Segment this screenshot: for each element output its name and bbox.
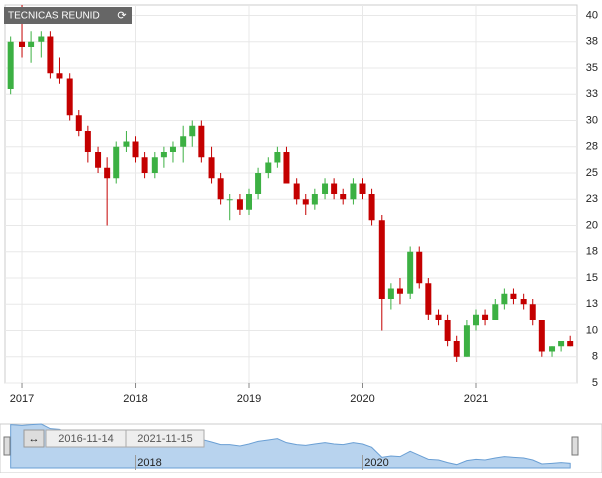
y-tick-label: 8 bbox=[592, 351, 598, 363]
candle-body bbox=[538, 320, 545, 352]
y-tick-label: 40 bbox=[586, 9, 598, 21]
y-tick-label: 20 bbox=[586, 219, 598, 231]
candle-body bbox=[38, 36, 45, 42]
symbol-box bbox=[4, 7, 132, 24]
candle-body bbox=[246, 194, 253, 210]
candle-body bbox=[435, 314, 442, 320]
candle-body bbox=[302, 199, 309, 205]
symbol-label: TECNICAS REUNID bbox=[8, 11, 100, 22]
candle-body bbox=[66, 78, 73, 116]
candle-body bbox=[283, 152, 290, 184]
candle-body bbox=[359, 183, 366, 194]
y-tick-label: 13 bbox=[586, 298, 598, 310]
range-icon[interactable] bbox=[23, 429, 45, 448]
candle-body bbox=[567, 341, 574, 347]
y-tick-label: 18 bbox=[586, 246, 598, 258]
candle-body bbox=[378, 220, 385, 299]
y-tick-label: 35 bbox=[586, 62, 598, 74]
candle-body bbox=[198, 125, 205, 158]
y-tick-label: 5 bbox=[592, 377, 598, 389]
candle-body bbox=[123, 141, 130, 147]
candle-body bbox=[311, 194, 318, 205]
nav-handle-left[interactable] bbox=[3, 436, 11, 456]
candle-body bbox=[95, 152, 102, 168]
candle-body bbox=[169, 146, 176, 152]
candle-body bbox=[274, 152, 281, 163]
start-date: 2016-11-14 bbox=[58, 433, 113, 445]
candle-body bbox=[482, 314, 489, 320]
candle-body bbox=[350, 183, 357, 200]
end-date-box[interactable] bbox=[125, 429, 205, 448]
end-date: 2021-11-15 bbox=[137, 433, 192, 445]
candle-body bbox=[510, 293, 517, 299]
candle-body bbox=[217, 178, 224, 200]
x-tick-label: 2017 bbox=[10, 393, 34, 405]
navigator-tick-label: 2020 bbox=[364, 457, 388, 469]
range-icon-glyph: ↔ bbox=[29, 433, 40, 445]
y-tick-label: 28 bbox=[586, 141, 598, 153]
candle-body bbox=[236, 199, 243, 210]
candle-body bbox=[396, 288, 403, 294]
candle-body bbox=[529, 304, 536, 320]
x-tick-label: 2018 bbox=[123, 393, 147, 405]
candle-body bbox=[132, 141, 139, 158]
candle-body bbox=[189, 125, 196, 137]
y-tick-label: 10 bbox=[586, 324, 598, 336]
candle-body bbox=[47, 36, 54, 74]
candle-body bbox=[444, 320, 451, 341]
candle-body bbox=[265, 162, 272, 173]
candle-body bbox=[180, 136, 187, 147]
y-tick-label: 30 bbox=[586, 114, 598, 126]
candle-body bbox=[331, 183, 338, 194]
candle-body bbox=[322, 183, 329, 194]
candle-body bbox=[84, 131, 91, 152]
candle-body bbox=[558, 341, 565, 347]
candle-body bbox=[19, 41, 26, 47]
candle-body bbox=[501, 293, 508, 305]
candle-body bbox=[453, 341, 460, 357]
x-tick-label: 2020 bbox=[350, 393, 374, 405]
candle-body bbox=[226, 199, 233, 201]
y-tick-label: 33 bbox=[586, 88, 598, 100]
candle-body bbox=[368, 194, 375, 221]
candle-body bbox=[520, 299, 527, 305]
navigator-tick-label: 2018 bbox=[137, 457, 161, 469]
candle-body bbox=[492, 304, 499, 320]
refresh-icon[interactable]: ⟳ bbox=[117, 10, 126, 22]
candle-body bbox=[293, 183, 300, 200]
y-tick-label: 15 bbox=[586, 272, 598, 284]
candle-body bbox=[113, 146, 120, 179]
nav-handle-right[interactable] bbox=[571, 436, 579, 456]
x-tick-label: 2021 bbox=[464, 393, 488, 405]
candle-body bbox=[151, 157, 158, 173]
y-tick-label: 25 bbox=[586, 167, 598, 179]
candle-body bbox=[160, 152, 167, 158]
candle-body bbox=[549, 346, 556, 352]
x-tick-label: 2019 bbox=[237, 393, 261, 405]
candle-body bbox=[387, 288, 394, 299]
candle-body bbox=[425, 283, 432, 315]
candle-body bbox=[28, 41, 35, 47]
candle-body bbox=[75, 115, 82, 131]
candle-body bbox=[407, 251, 414, 294]
candle-body bbox=[255, 173, 262, 194]
candle-body bbox=[208, 157, 215, 179]
candle-body bbox=[416, 251, 423, 284]
candle-body bbox=[472, 314, 479, 326]
candle-body bbox=[104, 167, 111, 179]
y-tick-label: 38 bbox=[586, 36, 598, 48]
candle-body bbox=[7, 41, 14, 89]
candle-body bbox=[463, 325, 470, 357]
y-tick-label: 23 bbox=[586, 193, 598, 205]
candle-body bbox=[141, 157, 148, 173]
candle-body bbox=[340, 194, 347, 200]
candle-body bbox=[56, 73, 63, 79]
